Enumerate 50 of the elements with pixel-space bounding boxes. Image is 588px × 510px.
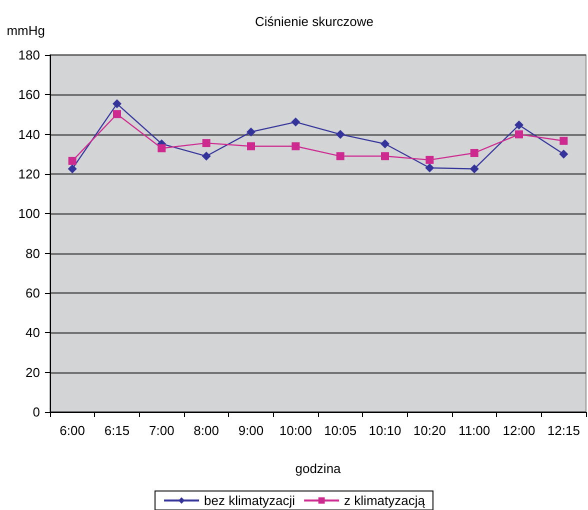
x-tick-label: 10:00 — [279, 423, 312, 438]
point — [514, 120, 524, 130]
y-tick-label: 60 — [26, 286, 40, 300]
y-tick-label: 80 — [26, 246, 40, 261]
point — [291, 118, 300, 127]
point — [68, 164, 77, 174]
y-tick-label: 140 — [18, 126, 40, 142]
point — [113, 110, 121, 118]
x-tick-label: 12:15 — [547, 423, 580, 438]
y-tick-label: 180 — [18, 48, 40, 62]
point — [425, 163, 434, 172]
chart-title: Ciśnienie skurczowe — [255, 14, 374, 29]
point — [559, 150, 568, 159]
x-tick-label: 10:10 — [368, 423, 402, 438]
point — [336, 130, 345, 139]
y-tick-label: 40 — [26, 325, 40, 340]
x-axis-title: godzina — [295, 461, 342, 476]
x-tick-label: 10:20 — [413, 423, 446, 438]
point — [515, 130, 523, 138]
x-tick-label: 8:00 — [194, 423, 219, 438]
point — [202, 139, 210, 148]
point — [426, 156, 434, 164]
y-tick-label: 160 — [18, 87, 40, 102]
x-tick-label: 6:00 — [60, 423, 85, 438]
point — [247, 142, 255, 150]
y-tick-label: 0 — [32, 404, 40, 420]
point — [158, 144, 166, 152]
point — [470, 164, 479, 174]
point — [336, 152, 344, 160]
y-axis-title: mmHg — [6, 23, 45, 38]
point — [380, 139, 390, 148]
point — [560, 136, 568, 145]
point — [381, 152, 389, 160]
point — [112, 99, 122, 108]
point — [470, 148, 478, 157]
y-tick-label: 20 — [26, 364, 40, 380]
x-tick-label: 10:05 — [324, 423, 357, 438]
x-tick-label: 6:15 — [104, 423, 130, 438]
point — [292, 142, 300, 150]
x-tick-label: 12:00 — [502, 423, 536, 438]
legend-label: z klimatyzacją — [344, 493, 426, 508]
x-tick-label: 11:00 — [458, 423, 490, 438]
point — [68, 156, 76, 165]
legend-label: bez klimatyzacji — [204, 493, 296, 508]
y-tick-label: 120 — [18, 166, 40, 182]
x-tick-label: 9:00 — [238, 423, 264, 438]
x-tick-label: 7:00 — [149, 423, 174, 438]
point — [202, 152, 211, 161]
point — [246, 127, 256, 136]
y-tick-label: 100 — [18, 206, 40, 222]
